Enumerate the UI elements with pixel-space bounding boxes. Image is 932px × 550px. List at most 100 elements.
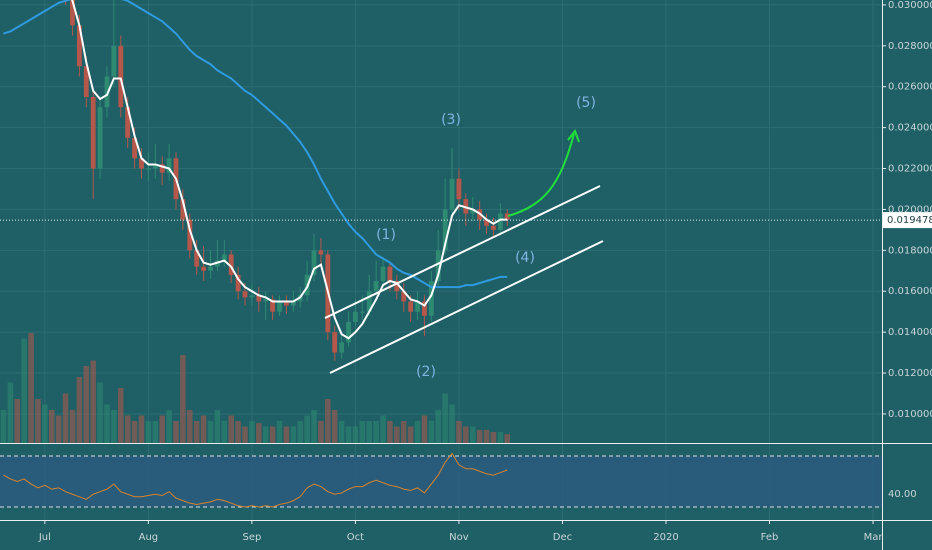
volume-bar	[145, 421, 152, 443]
price-layer	[0, 0, 882, 361]
volume-bar	[228, 415, 234, 443]
candle-body	[221, 254, 227, 261]
volume-bar	[463, 426, 469, 443]
volume-bar	[483, 429, 490, 443]
candle-body	[256, 295, 262, 302]
volume-bar	[318, 421, 324, 443]
volume-bar	[490, 432, 497, 443]
volume-bar	[256, 423, 262, 443]
volume-bar	[442, 393, 448, 443]
candle-body	[145, 168, 151, 170]
moving-average	[3, 0, 508, 289]
y-tick-label: 0.030000	[888, 0, 932, 11]
volume-bar	[138, 415, 145, 443]
y-tick-label: 0.022000	[888, 164, 932, 175]
candle-body	[228, 254, 234, 275]
wave-label: (5)	[576, 95, 596, 111]
volume-bar	[97, 382, 103, 443]
volume-bar	[42, 404, 48, 443]
volume-bar	[200, 415, 207, 443]
volume-bar	[290, 426, 297, 443]
candle-body	[394, 281, 400, 292]
volume-bar	[469, 426, 476, 443]
candle-body	[125, 107, 131, 138]
wave-label: (2)	[416, 364, 436, 380]
candle-body	[166, 158, 172, 173]
volume-bar	[242, 426, 248, 443]
candle-body	[277, 301, 282, 312]
candle-body	[311, 250, 317, 275]
volume-bar	[262, 426, 269, 443]
y-tick-label: 0.010000	[888, 409, 932, 420]
x-tick-label: Feb	[761, 532, 779, 543]
y-tick-label: 0.018000	[888, 245, 932, 256]
volume-bar	[497, 432, 504, 443]
candle-body	[97, 107, 103, 169]
volume-bar	[173, 421, 179, 443]
candle-body	[422, 301, 427, 316]
candle-body	[456, 178, 462, 200]
candle-body	[449, 178, 455, 210]
x-tick-label: 2020	[653, 532, 678, 543]
moving-average	[71, 0, 508, 340]
volume-bar	[118, 388, 124, 443]
volume-bar	[359, 421, 366, 443]
candle-body	[201, 266, 207, 271]
volume-bar	[366, 421, 372, 443]
drawings	[324, 128, 604, 374]
candle-body	[318, 250, 324, 255]
rsi-pane	[0, 452, 882, 508]
volume-bar	[111, 410, 117, 443]
arrow-head	[567, 128, 580, 143]
volume-bar	[124, 415, 131, 443]
rsi-line	[3, 452, 508, 508]
volume-bar	[338, 421, 345, 443]
candle-body	[70, 0, 75, 26]
volume-bar	[400, 421, 407, 443]
volume-bar	[476, 429, 483, 443]
volume-bar	[331, 410, 338, 443]
candle-body	[484, 219, 489, 226]
candle-body	[180, 199, 186, 220]
candle-body	[139, 158, 144, 169]
candle-body	[249, 295, 255, 298]
candle-body	[132, 137, 137, 159]
candle-body	[415, 301, 420, 312]
volume-bar	[69, 410, 76, 443]
volume-bar	[0, 410, 7, 443]
volume-bar	[235, 421, 241, 443]
y-tick-label: 0.016000	[888, 286, 932, 297]
rsi-tick-label: 40.00	[888, 489, 917, 500]
candle-body	[504, 213, 510, 220]
volume-bar	[414, 421, 421, 443]
projection-arrow	[507, 133, 575, 217]
x-tick-label: Oct	[347, 532, 364, 543]
x-tick-label: Jul	[38, 532, 51, 543]
candle-body	[270, 299, 276, 312]
volume-bar	[435, 410, 441, 443]
volume-bar	[21, 338, 27, 443]
volume-bar	[249, 421, 255, 443]
candle-body	[373, 281, 379, 292]
candle-body	[401, 291, 407, 302]
volume-bar	[456, 421, 462, 443]
volume-bar	[269, 426, 276, 443]
candle-body	[90, 96, 96, 169]
candle-body	[435, 250, 441, 282]
candle-body	[283, 301, 289, 306]
volume-bar	[373, 421, 379, 443]
volume-bar	[180, 355, 186, 443]
volume-bar	[14, 399, 21, 443]
candle-body	[497, 213, 503, 230]
last-price-label: 0.019478	[887, 215, 932, 226]
volume-bar	[421, 415, 428, 443]
wave-label: (4)	[515, 250, 535, 266]
volume-bar	[311, 410, 317, 443]
volume-bar	[283, 426, 290, 443]
candle-body	[380, 266, 386, 282]
candle-body	[194, 250, 200, 267]
candle-body	[83, 66, 89, 97]
grid	[0, 0, 882, 520]
